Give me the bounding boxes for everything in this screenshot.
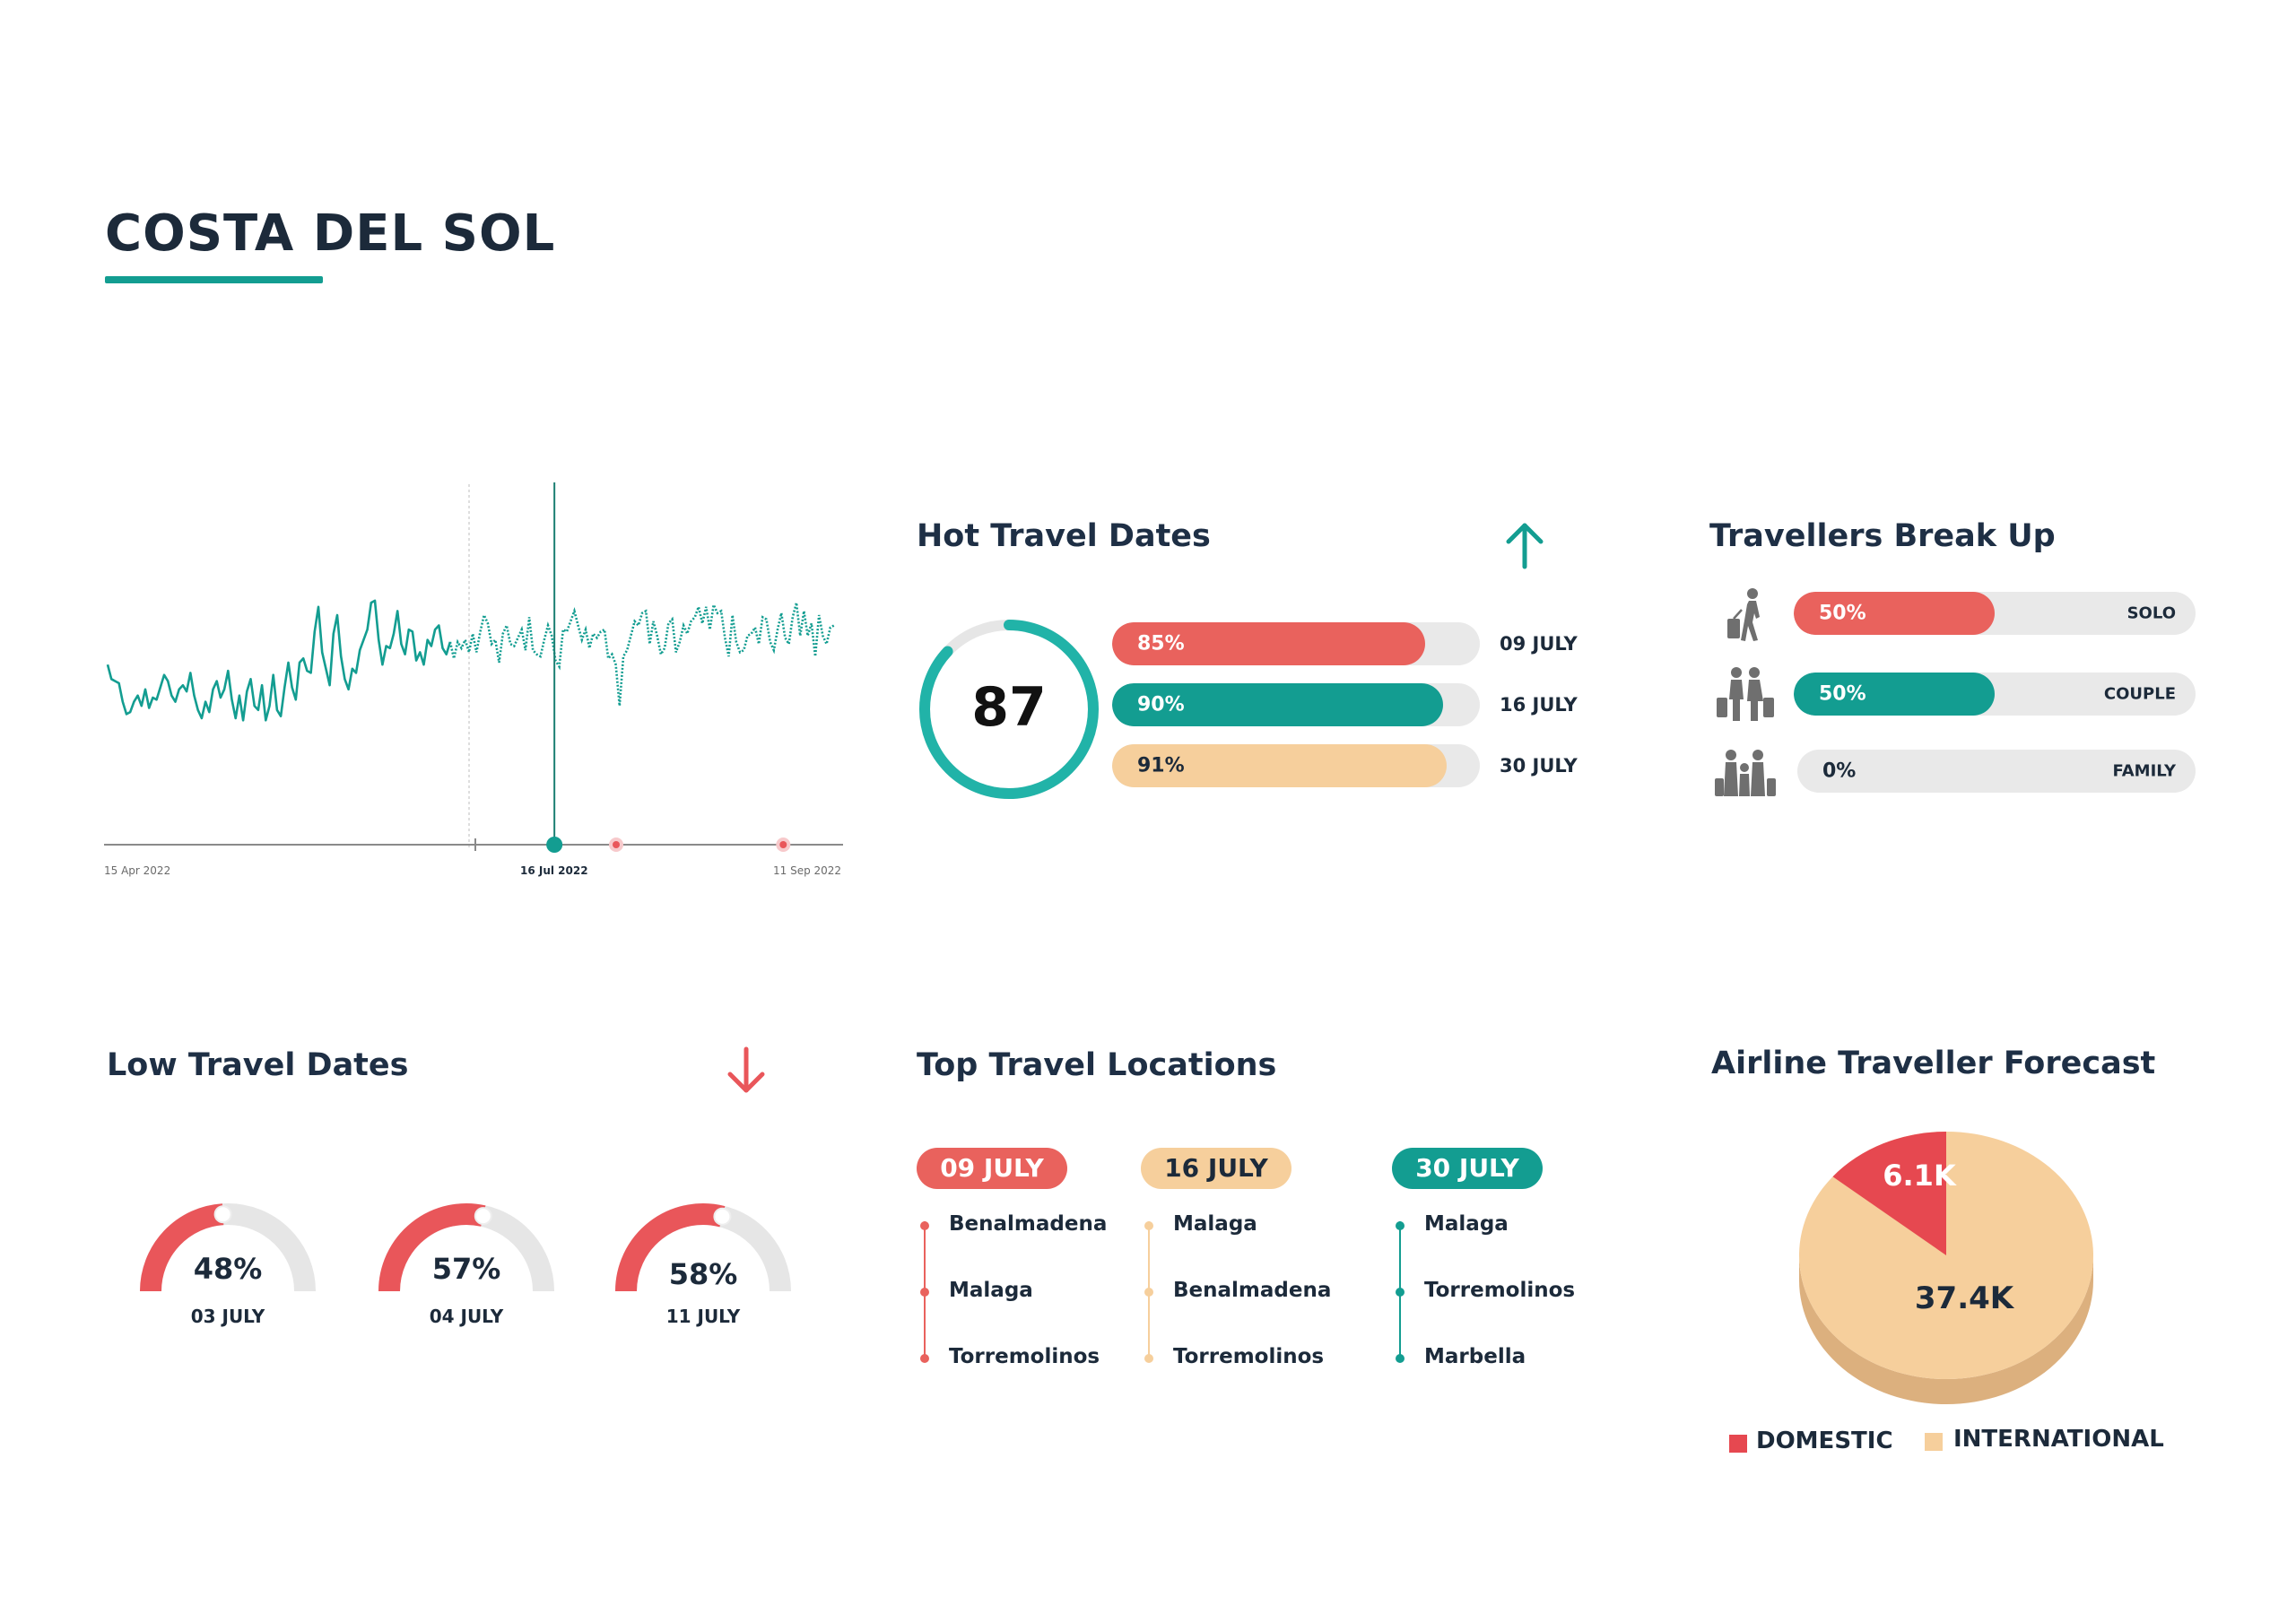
- hot-bar-2: 90%: [1112, 683, 1480, 726]
- low-dates-title: Low Travel Dates: [107, 1047, 409, 1083]
- family-traveller-icon: [1715, 748, 1776, 805]
- trend-chart-svg: [104, 482, 843, 853]
- gauge-knob[interactable]: [474, 1207, 492, 1226]
- trend-chart: 15 Apr 2022 16 Jul 2022 11 Sep 2022: [99, 475, 852, 897]
- legend-label-domestic: DOMESTIC: [1756, 1428, 1893, 1454]
- gauge-fill: [615, 1203, 726, 1292]
- low-gauge-1-pct: 48%: [193, 1252, 263, 1286]
- location-date-pill-1[interactable]: 09 JULY: [917, 1148, 1067, 1189]
- title-underline: [105, 276, 323, 283]
- hot-score-value: 87: [971, 676, 1047, 739]
- travellers-title: Travellers Break Up: [1709, 518, 2056, 554]
- arrow-up-icon: [1503, 520, 1546, 570]
- hot-bar-1-pct: 85%: [1137, 632, 1185, 655]
- location-dot: [920, 1288, 929, 1297]
- location-dot: [1144, 1221, 1153, 1230]
- low-gauge-3: 58% 11 JULY: [613, 1202, 793, 1327]
- hot-bar-2-pct: 90%: [1137, 693, 1185, 716]
- series-forecast-line: [448, 600, 835, 707]
- pie-slice-domestic: [1832, 1132, 1946, 1255]
- location-item: Benalmadena: [1173, 1279, 1332, 1302]
- hot-dates-title: Hot Travel Dates: [917, 518, 1211, 554]
- couple-bar: 50% COUPLE: [1794, 673, 2196, 716]
- location-item: Malaga: [1424, 1212, 1509, 1236]
- hot-bar-1-fill: 85%: [1112, 622, 1425, 665]
- legend-swatch-domestic: [1729, 1435, 1747, 1453]
- location-item: Malaga: [1173, 1212, 1257, 1236]
- pie-label-international: 37.4K: [1914, 1280, 2014, 1316]
- series-actual-line: [106, 599, 452, 722]
- event-marker[interactable]: [779, 841, 787, 848]
- solo-bar: 50% SOLO: [1794, 592, 2196, 635]
- location-dot: [920, 1221, 929, 1230]
- location-dot: [1396, 1221, 1405, 1230]
- family-label: FAMILY: [2112, 761, 2176, 781]
- gauge-knob[interactable]: [213, 1205, 232, 1224]
- location-item: Benalmadena: [949, 1212, 1108, 1236]
- legend-label-international: INTERNATIONAL: [1953, 1426, 2164, 1453]
- forecast-pie: 6.1K 37.4K: [1794, 1132, 2099, 1410]
- page-title: COSTA DEL SOL: [105, 204, 556, 263]
- hot-bar-1: 85%: [1112, 622, 1480, 665]
- locations-title: Top Travel Locations: [917, 1047, 1277, 1083]
- low-gauge-3-date: 11 JULY: [665, 1306, 741, 1327]
- couple-label: COUPLE: [2103, 684, 2176, 704]
- location-item: Torremolinos: [949, 1345, 1100, 1368]
- couple-traveller-icon: [1715, 665, 1774, 723]
- low-gauge-1-date: 03 JULY: [190, 1306, 265, 1327]
- hot-bar-3: 91%: [1112, 744, 1480, 787]
- hot-bar-2-date: 16 JULY: [1500, 694, 1578, 716]
- low-gauge-1: 48% 03 JULY: [138, 1202, 317, 1327]
- low-gauge-2-date: 04 JULY: [429, 1306, 504, 1327]
- hot-bar-3-pct: 91%: [1137, 754, 1185, 777]
- location-item: Malaga: [949, 1279, 1033, 1302]
- solo-bar-fill: 50%: [1794, 592, 1995, 635]
- solo-label: SOLO: [2126, 603, 2176, 623]
- low-gauge-2: 57% 04 JULY: [377, 1202, 556, 1327]
- couple-bar-fill: 50%: [1794, 673, 1995, 716]
- location-dot: [1396, 1354, 1405, 1363]
- low-gauge-3-pct: 58%: [668, 1257, 738, 1291]
- x-axis-label-start: 15 Apr 2022: [104, 864, 171, 877]
- location-dot: [1144, 1354, 1153, 1363]
- pie-base: [1799, 1255, 2093, 1404]
- arrow-down-icon: [725, 1046, 768, 1096]
- location-dot: [1396, 1288, 1405, 1297]
- hot-score-ring: 87: [917, 617, 1101, 802]
- location-column-1: 09 JULY Benalmadena Malaga Torremolinos: [917, 1148, 1150, 1381]
- family-bar: 0% FAMILY: [1797, 750, 2196, 793]
- ring-progress: [919, 620, 1099, 799]
- gauge-fill: [140, 1203, 224, 1292]
- low-gauge-2-pct: 57%: [431, 1252, 501, 1286]
- location-dot: [1144, 1288, 1153, 1297]
- x-axis-label-selected: 16 Jul 2022: [520, 864, 588, 877]
- hot-bar-1-date: 09 JULY: [1500, 633, 1578, 655]
- location-item: Torremolinos: [1424, 1279, 1576, 1302]
- gauge-fill: [378, 1203, 486, 1292]
- location-date-pill-2[interactable]: 16 JULY: [1141, 1148, 1292, 1189]
- event-marker[interactable]: [613, 841, 620, 848]
- solo-traveller-icon: [1720, 586, 1778, 644]
- forecast-title: Airline Traveller Forecast: [1711, 1046, 2156, 1081]
- solo-bar-pct: 50%: [1819, 602, 1866, 625]
- location-column-2: 16 JULY Malaga Benalmadena Torremolinos: [1141, 1148, 1374, 1381]
- selected-date-marker[interactable]: [546, 837, 563, 853]
- location-column-3: 30 JULY Malaga Torremolinos Marbella: [1392, 1148, 1625, 1381]
- family-bar-pct: 0%: [1822, 759, 1857, 783]
- pie-label-domestic: 6.1K: [1883, 1159, 1956, 1193]
- location-item: Marbella: [1424, 1345, 1526, 1368]
- location-dot: [920, 1354, 929, 1363]
- hot-bar-2-fill: 90%: [1112, 683, 1443, 726]
- legend-swatch-international: [1925, 1433, 1943, 1451]
- location-item: Torremolinos: [1173, 1345, 1325, 1368]
- hot-bar-3-fill: 91%: [1112, 744, 1448, 787]
- couple-bar-pct: 50%: [1819, 682, 1866, 706]
- x-axis-label-end: 11 Sep 2022: [773, 864, 842, 877]
- hot-bar-3-date: 30 JULY: [1500, 755, 1578, 777]
- location-date-pill-3[interactable]: 30 JULY: [1392, 1148, 1543, 1189]
- gauge-knob[interactable]: [713, 1207, 732, 1226]
